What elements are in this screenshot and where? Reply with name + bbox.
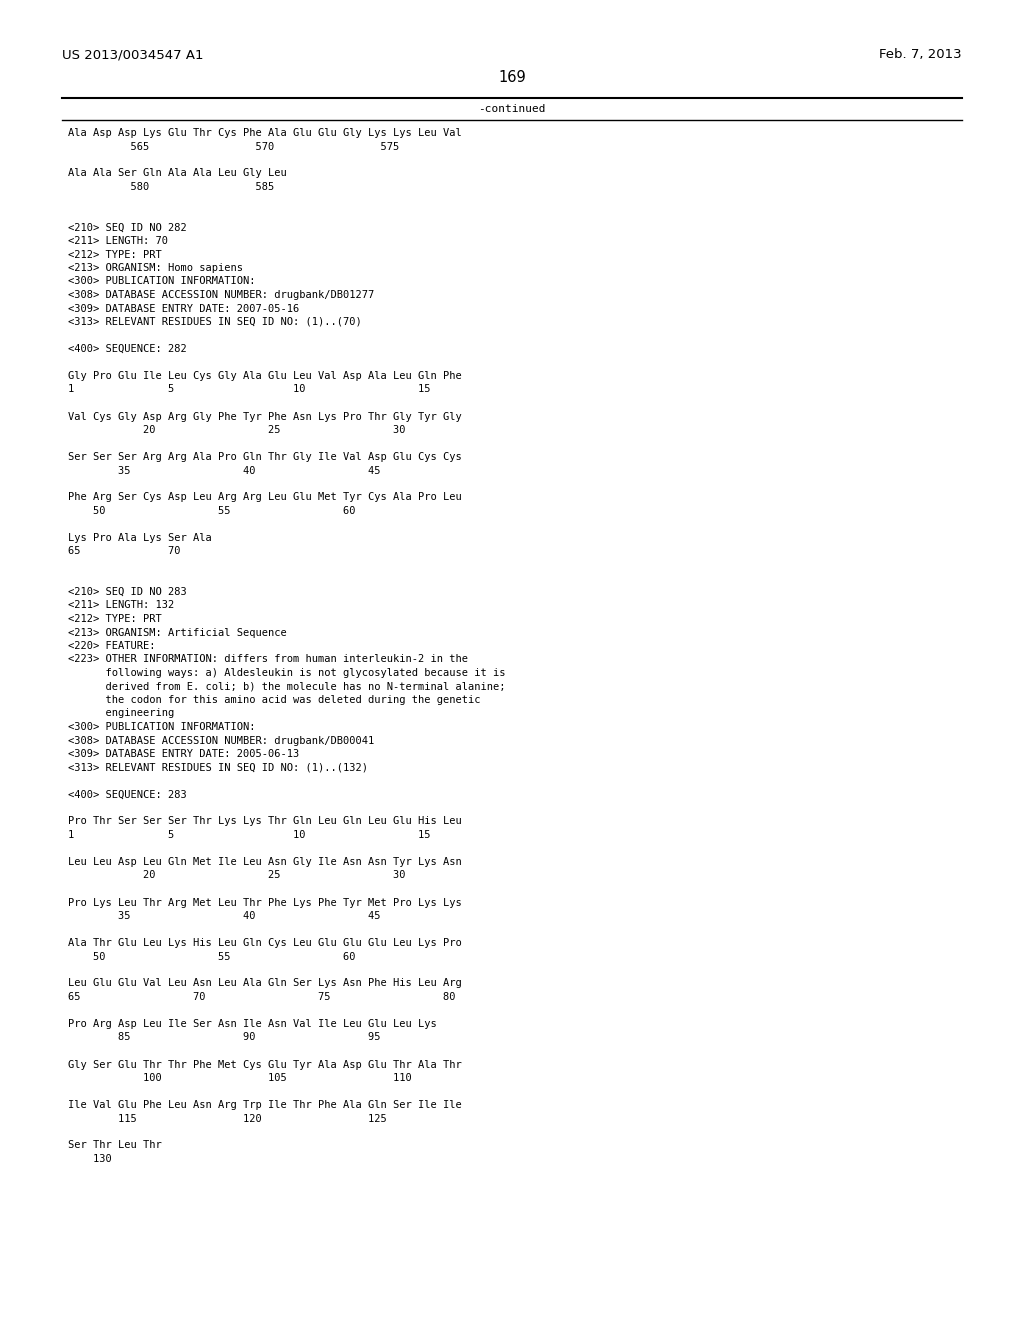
Text: Leu Glu Glu Val Leu Asn Leu Ala Gln Ser Lys Asn Phe His Leu Arg: Leu Glu Glu Val Leu Asn Leu Ala Gln Ser …: [68, 978, 462, 989]
Text: 130: 130: [68, 1154, 112, 1164]
Text: <308> DATABASE ACCESSION NUMBER: drugbank/DB00041: <308> DATABASE ACCESSION NUMBER: drugban…: [68, 735, 374, 746]
Text: <213> ORGANISM: Artificial Sequence: <213> ORGANISM: Artificial Sequence: [68, 627, 287, 638]
Text: Pro Lys Leu Thr Arg Met Leu Thr Phe Lys Phe Tyr Met Pro Lys Lys: Pro Lys Leu Thr Arg Met Leu Thr Phe Lys …: [68, 898, 462, 908]
Text: Ala Thr Glu Leu Lys His Leu Gln Cys Leu Glu Glu Glu Leu Lys Pro: Ala Thr Glu Leu Lys His Leu Gln Cys Leu …: [68, 939, 462, 948]
Text: Ala Ala Ser Gln Ala Ala Leu Gly Leu: Ala Ala Ser Gln Ala Ala Leu Gly Leu: [68, 169, 287, 178]
Text: <223> OTHER INFORMATION: differs from human interleukin-2 in the: <223> OTHER INFORMATION: differs from hu…: [68, 655, 468, 664]
Text: 169: 169: [498, 70, 526, 84]
Text: the codon for this amino acid was deleted during the genetic: the codon for this amino acid was delete…: [68, 696, 480, 705]
Text: <313> RELEVANT RESIDUES IN SEQ ID NO: (1)..(70): <313> RELEVANT RESIDUES IN SEQ ID NO: (1…: [68, 317, 361, 327]
Text: <212> TYPE: PRT: <212> TYPE: PRT: [68, 614, 162, 624]
Text: Ile Val Glu Phe Leu Asn Arg Trp Ile Thr Phe Ala Gln Ser Ile Ile: Ile Val Glu Phe Leu Asn Arg Trp Ile Thr …: [68, 1100, 462, 1110]
Text: Gly Pro Glu Ile Leu Cys Gly Ala Glu Leu Val Asp Ala Leu Gln Phe: Gly Pro Glu Ile Leu Cys Gly Ala Glu Leu …: [68, 371, 462, 381]
Text: <220> FEATURE:: <220> FEATURE:: [68, 642, 156, 651]
Text: Feb. 7, 2013: Feb. 7, 2013: [880, 48, 962, 61]
Text: 50                  55                  60: 50 55 60: [68, 506, 355, 516]
Text: US 2013/0034547 A1: US 2013/0034547 A1: [62, 48, 204, 61]
Text: <308> DATABASE ACCESSION NUMBER: drugbank/DB01277: <308> DATABASE ACCESSION NUMBER: drugban…: [68, 290, 374, 300]
Text: <309> DATABASE ENTRY DATE: 2007-05-16: <309> DATABASE ENTRY DATE: 2007-05-16: [68, 304, 299, 314]
Text: Leu Leu Asp Leu Gln Met Ile Leu Asn Gly Ile Asn Asn Tyr Lys Asn: Leu Leu Asp Leu Gln Met Ile Leu Asn Gly …: [68, 857, 462, 867]
Text: -continued: -continued: [478, 104, 546, 114]
Text: Gly Ser Glu Thr Thr Phe Met Cys Glu Tyr Ala Asp Glu Thr Ala Thr: Gly Ser Glu Thr Thr Phe Met Cys Glu Tyr …: [68, 1060, 462, 1069]
Text: derived from E. coli; b) the molecule has no N-terminal alanine;: derived from E. coli; b) the molecule ha…: [68, 681, 506, 692]
Text: 20                  25                  30: 20 25 30: [68, 425, 406, 436]
Text: <300> PUBLICATION INFORMATION:: <300> PUBLICATION INFORMATION:: [68, 722, 256, 733]
Text: Val Cys Gly Asp Arg Gly Phe Tyr Phe Asn Lys Pro Thr Gly Tyr Gly: Val Cys Gly Asp Arg Gly Phe Tyr Phe Asn …: [68, 412, 462, 421]
Text: 85                  90                  95: 85 90 95: [68, 1032, 381, 1043]
Text: <210> SEQ ID NO 283: <210> SEQ ID NO 283: [68, 587, 186, 597]
Text: following ways: a) Aldesleukin is not glycosylated because it is: following ways: a) Aldesleukin is not gl…: [68, 668, 506, 678]
Text: 50                  55                  60: 50 55 60: [68, 952, 355, 961]
Text: <211> LENGTH: 132: <211> LENGTH: 132: [68, 601, 174, 610]
Text: <211> LENGTH: 70: <211> LENGTH: 70: [68, 236, 168, 246]
Text: <300> PUBLICATION INFORMATION:: <300> PUBLICATION INFORMATION:: [68, 276, 256, 286]
Text: Phe Arg Ser Cys Asp Leu Arg Arg Leu Glu Met Tyr Cys Ala Pro Leu: Phe Arg Ser Cys Asp Leu Arg Arg Leu Glu …: [68, 492, 462, 503]
Text: Ser Thr Leu Thr: Ser Thr Leu Thr: [68, 1140, 162, 1151]
Text: 115                 120                 125: 115 120 125: [68, 1114, 387, 1123]
Text: <210> SEQ ID NO 282: <210> SEQ ID NO 282: [68, 223, 186, 232]
Text: 580                 585: 580 585: [68, 182, 274, 191]
Text: 100                 105                 110: 100 105 110: [68, 1073, 412, 1082]
Text: engineering: engineering: [68, 709, 174, 718]
Text: <309> DATABASE ENTRY DATE: 2005-06-13: <309> DATABASE ENTRY DATE: 2005-06-13: [68, 748, 299, 759]
Text: Pro Thr Ser Ser Ser Thr Lys Lys Thr Gln Leu Gln Leu Glu His Leu: Pro Thr Ser Ser Ser Thr Lys Lys Thr Gln …: [68, 817, 462, 826]
Text: 565                 570                 575: 565 570 575: [68, 141, 399, 152]
Text: Pro Arg Asp Leu Ile Ser Asn Ile Asn Val Ile Leu Glu Leu Lys: Pro Arg Asp Leu Ile Ser Asn Ile Asn Val …: [68, 1019, 437, 1030]
Text: Ala Asp Asp Lys Glu Thr Cys Phe Ala Glu Glu Gly Lys Lys Leu Val: Ala Asp Asp Lys Glu Thr Cys Phe Ala Glu …: [68, 128, 462, 139]
Text: 35                  40                  45: 35 40 45: [68, 466, 381, 475]
Text: 20                  25                  30: 20 25 30: [68, 870, 406, 880]
Text: <313> RELEVANT RESIDUES IN SEQ ID NO: (1)..(132): <313> RELEVANT RESIDUES IN SEQ ID NO: (1…: [68, 763, 368, 772]
Text: Ser Ser Ser Arg Arg Ala Pro Gln Thr Gly Ile Val Asp Glu Cys Cys: Ser Ser Ser Arg Arg Ala Pro Gln Thr Gly …: [68, 451, 462, 462]
Text: 1               5                   10                  15: 1 5 10 15: [68, 830, 430, 840]
Text: 65                  70                  75                  80: 65 70 75 80: [68, 993, 456, 1002]
Text: 35                  40                  45: 35 40 45: [68, 911, 381, 921]
Text: <212> TYPE: PRT: <212> TYPE: PRT: [68, 249, 162, 260]
Text: <400> SEQUENCE: 282: <400> SEQUENCE: 282: [68, 345, 186, 354]
Text: 65              70: 65 70: [68, 546, 180, 557]
Text: <213> ORGANISM: Homo sapiens: <213> ORGANISM: Homo sapiens: [68, 263, 243, 273]
Text: 1               5                   10                  15: 1 5 10 15: [68, 384, 430, 395]
Text: Lys Pro Ala Lys Ser Ala: Lys Pro Ala Lys Ser Ala: [68, 533, 212, 543]
Text: <400> SEQUENCE: 283: <400> SEQUENCE: 283: [68, 789, 186, 800]
